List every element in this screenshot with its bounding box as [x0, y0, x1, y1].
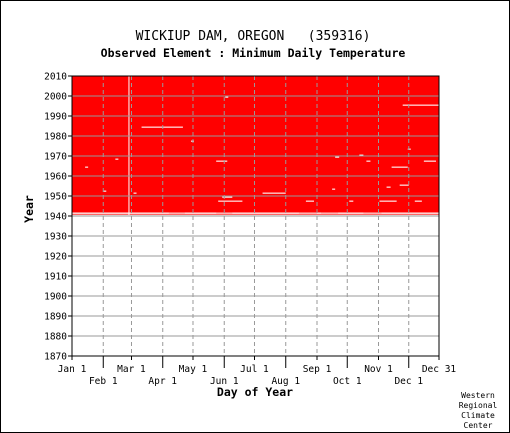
missing-data-segment: [366, 160, 371, 162]
y-tick-label: 1910: [44, 272, 67, 283]
missing-data-segment: [349, 200, 354, 202]
credit-line: Western: [461, 391, 495, 400]
missing-data-segment: [381, 212, 439, 214]
chart-title: WICKIUP DAM, OREGON (359316): [136, 29, 371, 44]
x-tick-label: Jan 1: [58, 364, 87, 375]
missing-data-segment: [103, 190, 107, 192]
y-tick-label: 1990: [44, 112, 67, 123]
x-tick-label: Sep 1: [303, 364, 332, 375]
y-axis-label: Year: [22, 195, 36, 223]
y-tick-label: 1900: [44, 292, 67, 303]
x-tick-label: Jun 1: [210, 376, 239, 387]
missing-data-segment: [225, 96, 229, 98]
missing-data-segment: [423, 160, 436, 162]
missing-data-segment: [359, 154, 364, 156]
missing-data-segment: [305, 200, 314, 202]
credit-line: Climate: [461, 411, 495, 420]
y-tick-label: 1920: [44, 252, 67, 263]
missing-data-segment: [402, 104, 439, 106]
missing-data-segment: [216, 160, 228, 162]
x-tick-label: Apr 1: [148, 376, 177, 387]
y-tick-label: 1930: [44, 232, 67, 243]
missing-data-segment: [317, 212, 322, 214]
missing-data-segment: [218, 200, 243, 202]
y-tick-label: 1890: [44, 312, 67, 323]
x-tick-label: Dec 31: [422, 364, 457, 375]
x-tick-label: Nov 1: [364, 364, 393, 375]
y-tick-label: 1880: [44, 332, 67, 343]
x-tick-label: Feb 1: [89, 376, 118, 387]
y-axis: 1870 1880 1890 1900 1910 1920 1930 1940 1950 1960…: [44, 72, 72, 363]
missing-data-segment: [184, 212, 217, 214]
y-tick-label: 1940: [44, 212, 67, 223]
missing-data-segment: [190, 140, 194, 142]
missing-data-segment: [232, 212, 299, 214]
x-tick-label: Jul 1: [240, 364, 269, 375]
missing-data-segment: [379, 200, 397, 202]
x-axis-label: Day of Year: [217, 385, 293, 399]
missing-data-segment: [335, 156, 340, 158]
x-tick-label: Mar 1: [117, 364, 146, 375]
y-tick-label: 1870: [44, 352, 67, 363]
missing-data-segment: [222, 196, 233, 198]
missing-data-segment: [332, 188, 336, 190]
y-tick-label: 1970: [44, 152, 67, 163]
missing-data-segment: [386, 186, 391, 188]
y-tick-label: 1950: [44, 192, 67, 203]
grid-layer: [72, 76, 439, 356]
missing-data-segment: [391, 166, 408, 168]
credit-block: Western Regional Climate Center: [459, 391, 498, 430]
missing-data-segment: [338, 212, 364, 214]
missing-data-segment: [85, 166, 89, 168]
missing-data-segment: [262, 192, 286, 194]
y-tick-label: 1980: [44, 132, 67, 143]
missing-data-segment: [399, 184, 409, 186]
missing-data-segment: [72, 214, 439, 216]
x-tick-label: May 1: [179, 364, 208, 375]
x-tick-label: Aug 1: [271, 376, 300, 387]
missing-data-segment: [72, 212, 169, 214]
chart-subtitle: Observed Element : Minimum Daily Tempera…: [101, 46, 406, 60]
y-tick-label: 2010: [44, 72, 67, 83]
missing-data-segment: [141, 126, 183, 128]
observed-data-block: [72, 76, 439, 216]
missing-layer: [72, 76, 439, 216]
missing-data-segment: [414, 200, 422, 202]
credit-line: Center: [464, 421, 493, 430]
missing-data-column: [128, 76, 130, 216]
missing-data-segment: [115, 158, 119, 160]
x-tick-label: Dec 1: [394, 376, 423, 387]
missing-data-segment: [407, 148, 411, 150]
y-tick-label: 1960: [44, 172, 67, 183]
missing-data-segment: [133, 192, 137, 194]
y-tick-label: 2000: [44, 92, 67, 103]
observed-layer: [72, 76, 439, 216]
credit-line: Regional: [459, 401, 498, 410]
x-tick-label: Oct 1: [333, 376, 362, 387]
